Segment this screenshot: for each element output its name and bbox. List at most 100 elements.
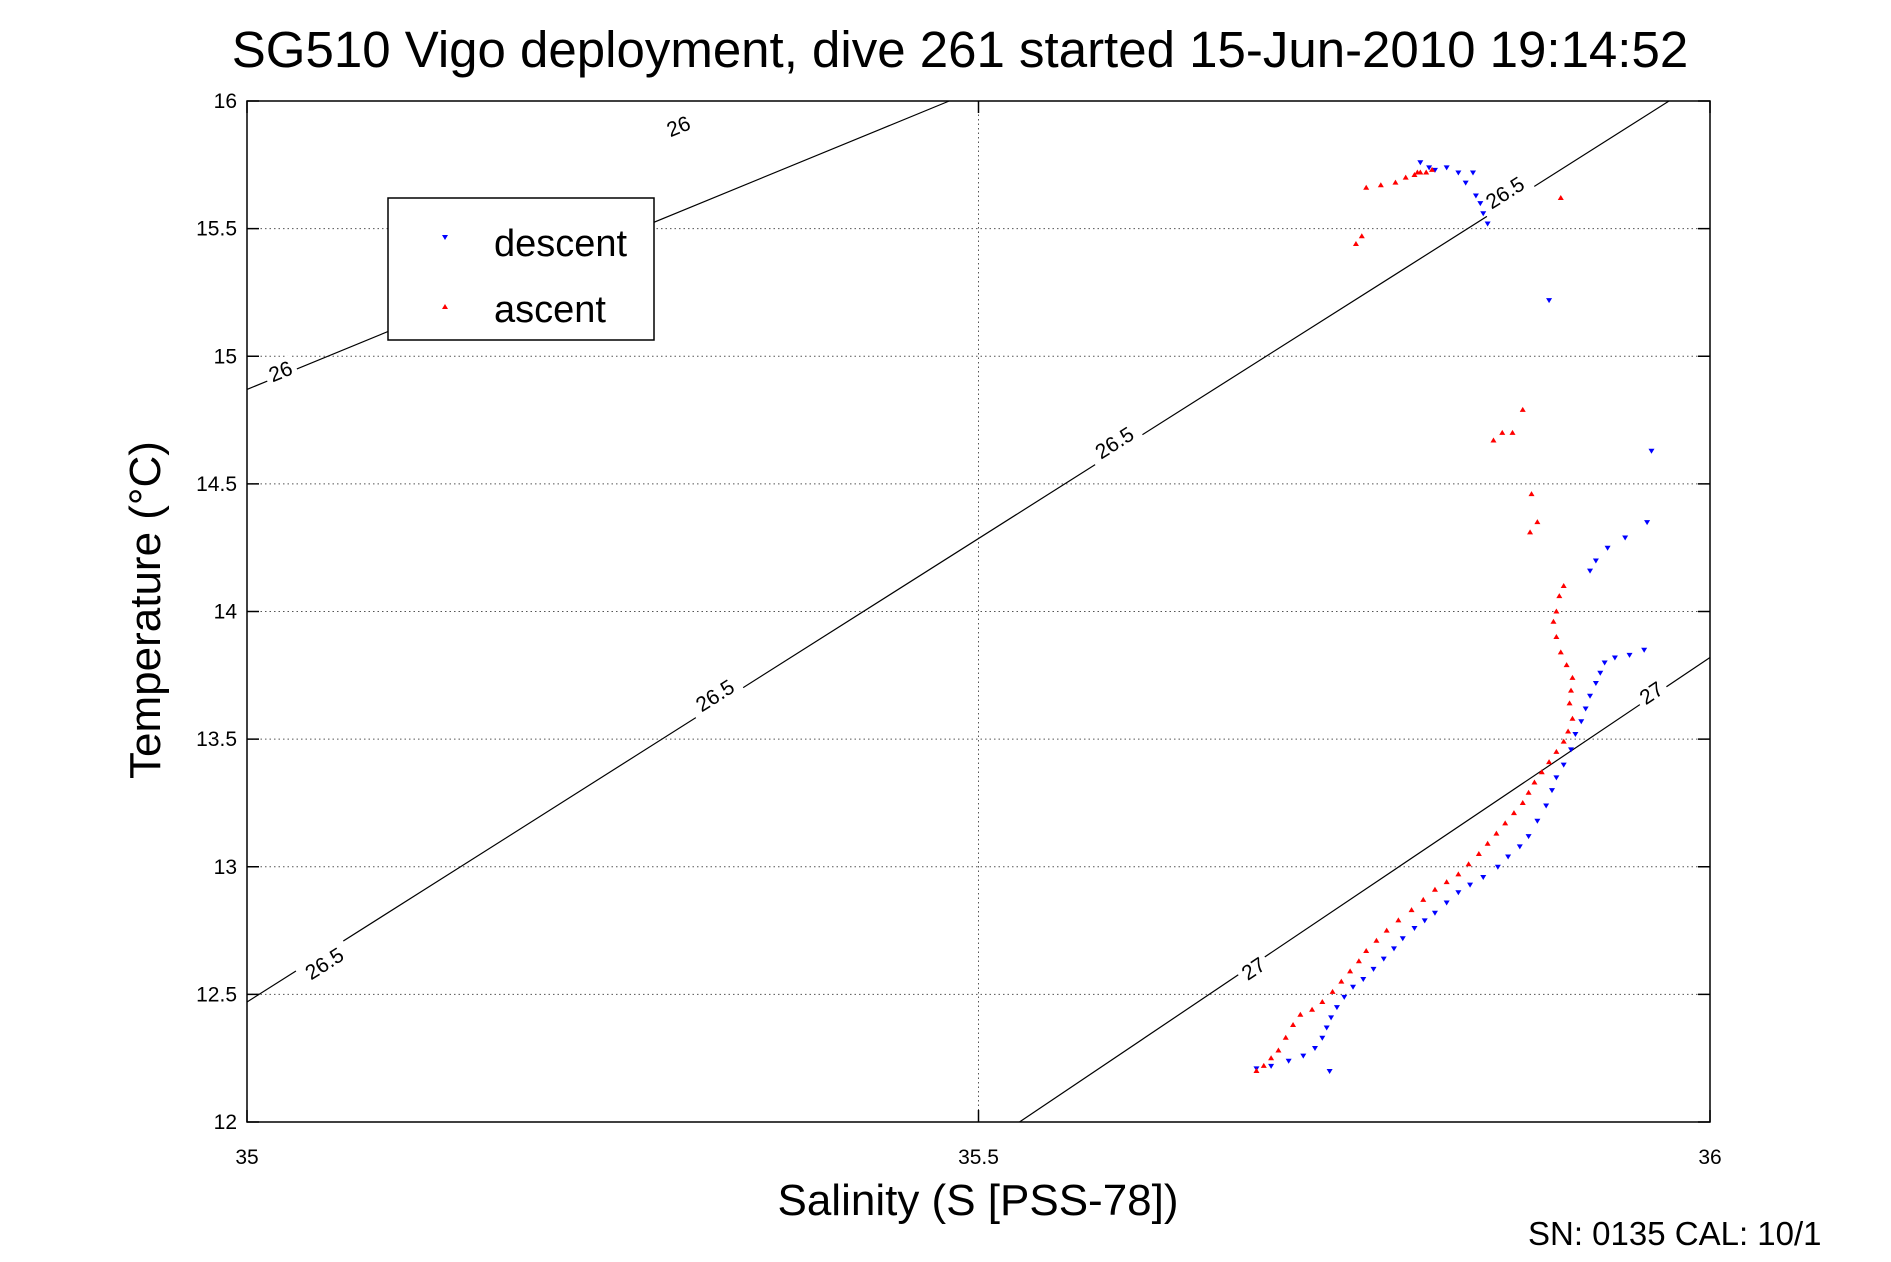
ascent-point xyxy=(1260,1062,1267,1068)
descent-point xyxy=(1323,1025,1330,1031)
ascent-point xyxy=(1358,233,1365,239)
descent-point xyxy=(1370,966,1377,972)
ascent-point xyxy=(1377,182,1384,188)
descent-point xyxy=(1328,1015,1335,1021)
ascent-point xyxy=(1502,820,1509,826)
descent-point xyxy=(1582,706,1589,712)
isopycnal-line xyxy=(246,100,1670,1003)
descent-point xyxy=(1578,719,1585,725)
y-tick-label: 13 xyxy=(214,856,237,879)
descent-point xyxy=(1417,160,1424,166)
y-tick-label: 12.5 xyxy=(196,983,237,1006)
y-tick-label: 12 xyxy=(214,1111,237,1134)
descent-point xyxy=(1426,165,1433,171)
descent-point xyxy=(1592,558,1599,564)
descent-point xyxy=(1285,1058,1292,1064)
descent-point xyxy=(1604,545,1611,551)
descent-point xyxy=(1480,211,1487,217)
isopycnal-line xyxy=(1019,656,1711,1123)
ascent-point xyxy=(1519,406,1526,412)
descent-point xyxy=(1597,670,1604,676)
x-axis-ticks: 35 35.5 36 xyxy=(235,101,1722,1169)
descent-point xyxy=(1546,298,1553,304)
series-ascent xyxy=(1253,166,1576,1073)
data-series xyxy=(1253,160,1655,1074)
descent-point xyxy=(1421,918,1428,924)
descent-point xyxy=(1333,1005,1340,1011)
contour-label-bg xyxy=(261,354,301,389)
y-tick-label: 15.5 xyxy=(196,218,237,241)
ascent-point xyxy=(1363,947,1370,953)
descent-point xyxy=(1587,693,1594,699)
ascent-point xyxy=(1355,958,1362,964)
contour-label-bg xyxy=(294,938,355,989)
descent-point xyxy=(1431,910,1438,916)
descent-point xyxy=(1341,994,1348,1000)
ascent-point xyxy=(1527,529,1534,535)
descent-point xyxy=(1572,732,1579,738)
ascent-point xyxy=(1493,830,1500,836)
descent-point xyxy=(1455,170,1462,176)
descent-point xyxy=(1300,1053,1307,1059)
ascent-point xyxy=(1557,194,1564,200)
ascent-point xyxy=(1402,174,1409,180)
descent-point xyxy=(1601,660,1608,666)
ascent-point xyxy=(1475,850,1482,856)
descent-point xyxy=(1411,926,1418,932)
ascent-point xyxy=(1569,715,1576,721)
descent-point xyxy=(1516,844,1523,850)
ascent-point xyxy=(1297,1011,1304,1017)
ascent-point xyxy=(1569,674,1576,680)
contour-label-bg xyxy=(659,109,698,144)
descent-point xyxy=(1443,165,1450,171)
ascent-point xyxy=(1338,978,1345,984)
y-tick-label: 16 xyxy=(214,90,237,113)
descent-point xyxy=(1641,647,1648,653)
ascent-point xyxy=(1560,738,1567,744)
descent-point xyxy=(1592,680,1599,686)
ascent-point xyxy=(1429,166,1436,172)
ascent-point xyxy=(1525,789,1532,795)
legend-marker-ascent xyxy=(442,304,448,309)
ascent-point xyxy=(1282,1034,1289,1040)
ascent-point xyxy=(1414,169,1421,175)
ascent-point xyxy=(1546,759,1553,765)
descent-point xyxy=(1587,568,1594,574)
x-tick-label: 36 xyxy=(1698,1146,1721,1169)
y-axis-label: Temperature (°C) xyxy=(121,441,170,779)
ascent-point xyxy=(1352,240,1359,246)
ascent-point xyxy=(1510,810,1517,816)
descent-point xyxy=(1311,1045,1318,1051)
descent-point xyxy=(1626,652,1633,658)
descent-point xyxy=(1494,864,1501,870)
ascent-point xyxy=(1565,728,1572,734)
descent-point xyxy=(1380,956,1387,962)
descent-point xyxy=(1534,818,1541,824)
legend-box xyxy=(387,197,655,341)
x-tick-label: 35.5 xyxy=(958,1146,999,1169)
descent-point xyxy=(1390,946,1397,952)
descent-point xyxy=(1472,193,1479,199)
ascent-point xyxy=(1275,1047,1282,1053)
y-tick-label: 13.5 xyxy=(196,728,237,751)
descent-point xyxy=(1525,834,1532,840)
descent-point xyxy=(1399,936,1406,942)
ascent-point xyxy=(1347,968,1354,974)
y-tick-label: 14 xyxy=(214,601,238,624)
descent-point xyxy=(1319,1035,1326,1041)
ascent-point xyxy=(1290,1022,1297,1028)
ascent-point xyxy=(1499,429,1506,435)
ascent-point xyxy=(1423,169,1430,175)
descent-point xyxy=(1560,762,1567,768)
ascent-point xyxy=(1528,491,1535,497)
ascent-point xyxy=(1557,649,1564,655)
ascent-point xyxy=(1531,779,1538,785)
ascent-point xyxy=(1309,1006,1316,1012)
descent-point xyxy=(1622,535,1629,541)
ascent-point xyxy=(1519,799,1526,805)
descent-point xyxy=(1553,775,1560,781)
contour-label-bg xyxy=(1475,167,1536,219)
descent-point xyxy=(1326,1068,1333,1074)
ascent-point xyxy=(1373,937,1380,943)
descent-point xyxy=(1455,890,1462,896)
